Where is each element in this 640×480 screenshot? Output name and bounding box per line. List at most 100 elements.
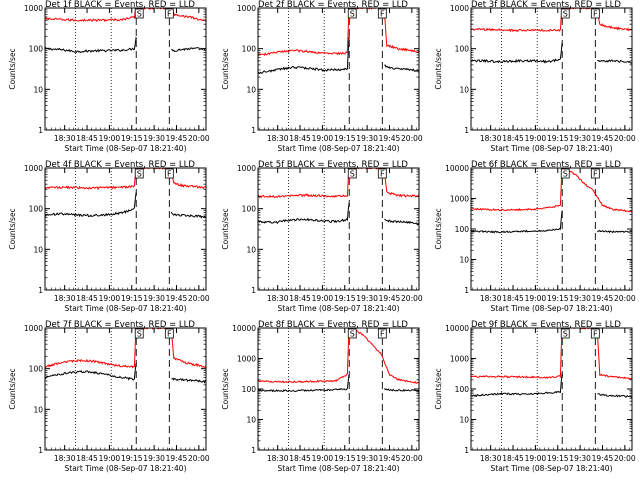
x-tick-label: 20:00 — [401, 294, 423, 303]
marker-s-label: S — [350, 170, 355, 179]
y-tick-label: 100 — [242, 385, 257, 394]
y-tick-label: 10000 — [445, 324, 469, 333]
y-tick-label: 1 — [38, 126, 43, 135]
x-tick-label: 19:45 — [379, 294, 401, 303]
marker-f-label: F — [167, 170, 172, 179]
y-tick-label: 10 — [246, 85, 256, 94]
x-tick-label: 19:30 — [143, 454, 165, 463]
x-tick-label: 18:30 — [267, 294, 289, 303]
y-axis-label: Counts/sec — [8, 368, 17, 409]
series-lld-line — [258, 328, 419, 384]
x-axis-label: Start Time (08-Sep-07 18:21:40) — [65, 304, 187, 313]
y-tick-label: 10 — [33, 245, 43, 254]
marker-f-label: F — [380, 170, 385, 179]
series-events-line — [471, 210, 632, 234]
y-axis-label: Counts/sec — [221, 208, 230, 249]
y-tick-label: 10 — [246, 416, 256, 425]
y-tick-label: 100 — [29, 205, 44, 214]
y-tick-label: 1 — [38, 446, 43, 455]
panel-title: Det 1f BLACK = Events, RED = LLD — [45, 0, 195, 10]
panel-title: Det 6f BLACK = Events, RED = LLD — [471, 160, 621, 170]
x-tick-label: 19:30 — [356, 134, 378, 143]
x-tick-label: 19:15 — [121, 294, 143, 303]
x-axis-label: Start Time (08-Sep-07 18:21:40) — [491, 304, 613, 313]
series-lld-line — [258, 168, 419, 199]
y-tick-label: 100 — [29, 45, 44, 54]
y-tick-label: 1000 — [450, 4, 469, 13]
x-tick-label: 19:45 — [166, 294, 188, 303]
x-tick-label: 18:30 — [54, 454, 76, 463]
x-tick-label: 20:00 — [401, 454, 423, 463]
x-tick-label: 19:15 — [334, 294, 356, 303]
series-events-line — [45, 363, 206, 384]
y-tick-label: 1000 — [450, 355, 469, 364]
x-tick-label: 19:00 — [525, 134, 547, 143]
x-tick-label: 18:30 — [480, 454, 502, 463]
y-tick-label: 1 — [251, 446, 256, 455]
y-tick-label: 1000 — [237, 355, 256, 364]
series-events-line — [258, 36, 419, 75]
y-tick-label: 100 — [455, 225, 470, 234]
y-tick-label: 1000 — [24, 324, 43, 333]
x-tick-label: 20:00 — [188, 134, 210, 143]
y-tick-label: 1000 — [450, 195, 469, 204]
x-tick-label: 18:45 — [289, 454, 311, 463]
x-tick-label: 19:45 — [592, 294, 614, 303]
marker-box — [377, 8, 387, 19]
marker-s-label: S — [563, 330, 568, 339]
x-tick-label: 18:45 — [76, 454, 98, 463]
x-tick-label: 18:30 — [267, 454, 289, 463]
y-tick-label: 10 — [33, 85, 43, 94]
marker-box — [134, 168, 144, 179]
y-tick-label: 100 — [242, 45, 257, 54]
marker-box — [347, 8, 357, 19]
marker-box — [347, 168, 357, 179]
marker-box — [134, 8, 144, 19]
x-tick-label: 19:00 — [99, 134, 121, 143]
x-tick-label: 19:15 — [334, 134, 356, 143]
y-tick-label: 1000 — [24, 4, 43, 13]
marker-f-label: F — [167, 10, 172, 19]
y-tick-label: 100 — [455, 45, 470, 54]
axes-frame — [44, 7, 207, 131]
x-tick-label: 18:45 — [289, 134, 311, 143]
x-tick-label: 19:00 — [99, 294, 121, 303]
x-tick-label: 19:00 — [312, 454, 334, 463]
panel-title: Det 2f BLACK = Events, RED = LLD — [258, 0, 408, 10]
panels: Det 1f BLACK = Events, RED = LLD S F 1 10 100… — [8, 0, 636, 473]
x-axis-label: Start Time (08-Sep-07 18:21:40) — [65, 144, 187, 153]
x-tick-label: 19:45 — [379, 454, 401, 463]
x-tick-label: 18:30 — [480, 134, 502, 143]
x-tick-label: 19:15 — [547, 134, 569, 143]
marker-box — [377, 168, 387, 179]
marker-box — [164, 8, 174, 19]
panel-title: Det 9f BLACK = Events, RED = LLD — [471, 320, 621, 330]
y-tick-label: 10 — [33, 405, 43, 414]
x-axis-label: Start Time (08-Sep-07 18:21:40) — [65, 464, 187, 473]
marker-box — [134, 328, 144, 339]
x-tick-label: 19:30 — [569, 294, 591, 303]
x-tick-label: 18:30 — [480, 294, 502, 303]
marker-box — [590, 328, 600, 339]
marker-box — [560, 168, 570, 179]
marker-f-label: F — [380, 330, 385, 339]
marker-s-label: S — [563, 10, 568, 19]
marker-box — [347, 328, 357, 339]
x-tick-label: 19:00 — [525, 294, 547, 303]
x-axis-label: Start Time (08-Sep-07 18:21:40) — [278, 304, 400, 313]
x-tick-label: 19:15 — [121, 454, 143, 463]
y-axis-label: Counts/sec — [221, 368, 230, 409]
marker-box — [590, 8, 600, 19]
marker-s-label: S — [563, 170, 568, 179]
x-tick-label: 19:15 — [547, 294, 569, 303]
x-tick-label: 18:45 — [76, 134, 98, 143]
x-tick-label: 19:30 — [143, 134, 165, 143]
y-tick-label: 10 — [459, 256, 469, 265]
